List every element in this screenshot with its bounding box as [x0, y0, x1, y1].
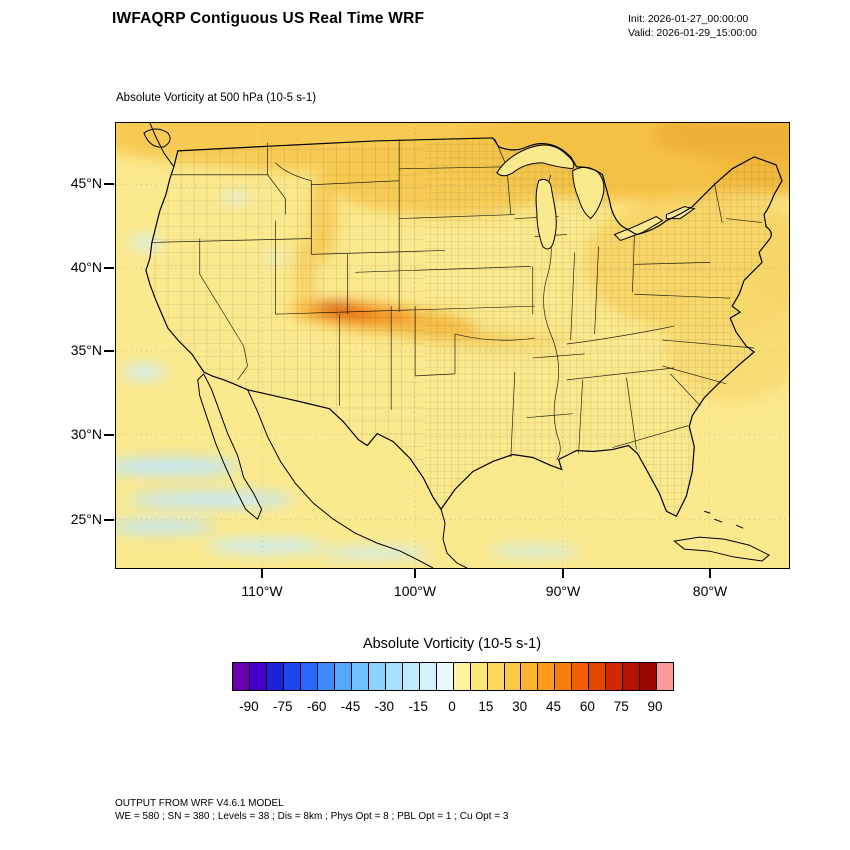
lon-tick-mark — [709, 569, 711, 578]
colorbar-tick: -45 — [340, 699, 361, 714]
valid-time-label: Valid: 2026-01-29_15:00:00 — [628, 27, 757, 39]
lat-tick-mark — [104, 519, 114, 521]
lat-tick-label: 40°N — [70, 259, 102, 275]
us-vorticity-map — [116, 123, 789, 568]
colorbar-cell — [453, 663, 471, 690]
lon-tick-label: 90°W — [545, 583, 581, 599]
colorbar-tick: -60 — [306, 699, 327, 714]
colorbar-cell — [368, 663, 386, 690]
colorbar-tick: 0 — [448, 699, 456, 714]
colorbar-tick: 15 — [478, 699, 494, 714]
lat-tick-mark — [104, 183, 114, 185]
neighbor-coastlines — [143, 123, 770, 568]
colorbar-cell — [300, 663, 318, 690]
lon-tick-mark — [414, 569, 416, 578]
colorbar-cell — [266, 663, 284, 690]
colorbar-tick: 90 — [647, 699, 663, 714]
lat-tick-label: 35°N — [70, 342, 102, 358]
field-subtitle: Absolute Vorticity at 500 hPa (10-5 s-1) — [116, 92, 317, 104]
colorbar-cell — [419, 663, 437, 690]
colorbar-tick: -75 — [273, 699, 293, 714]
colorbar-cell — [640, 663, 658, 690]
footer-line2: WE = 580 ; SN = 380 ; Levels = 38 ; Dis … — [115, 811, 509, 822]
lon-tick-label: 80°W — [692, 583, 728, 599]
lon-tick-label: 110°W — [241, 583, 283, 599]
colorbar-cell — [470, 663, 488, 690]
model-footer: OUTPUT FROM WRF V4.6.1 MODEL WE = 580 ; … — [115, 797, 508, 823]
colorbar-tick: -30 — [374, 699, 395, 714]
footer-line1: OUTPUT FROM WRF V4.6.1 MODEL — [115, 798, 284, 809]
colorbar-cell — [538, 663, 556, 690]
init-time-label: Init: 2026-01-27_00:00:00 — [628, 13, 749, 25]
colorbar-cell — [521, 663, 539, 690]
lon-tick-label: 100°W — [393, 583, 437, 599]
colorbar-tick: 75 — [613, 699, 629, 714]
colorbar-cell — [487, 663, 505, 690]
great-lakes — [496, 144, 696, 250]
colorbar-cell — [402, 663, 420, 690]
lat-tick-mark — [104, 434, 114, 436]
lat-tick-mark — [104, 267, 114, 269]
colorbar-cell — [334, 663, 352, 690]
lat-tick-label: 25°N — [70, 511, 102, 527]
colorbar-tick: 30 — [512, 699, 528, 714]
colorbar-cell — [233, 663, 250, 690]
run-info: Init: 2026-01-27_00:00:00 Valid: 2026-01… — [628, 12, 757, 40]
colorbar-cell — [283, 663, 301, 690]
colorbar-cell — [351, 663, 369, 690]
colorbar-cell — [504, 663, 522, 690]
colorbar — [232, 662, 674, 691]
national-outline — [145, 137, 783, 518]
lon-tick-mark — [261, 569, 263, 578]
colorbar-cell — [657, 663, 674, 690]
colorbar-cell — [555, 663, 573, 690]
colorbar-tick: -15 — [408, 699, 428, 714]
colorbar-tick: -90 — [239, 699, 259, 714]
colorbar-cell — [385, 663, 403, 690]
colorbar-cell — [572, 663, 590, 690]
colorbar-tick: 60 — [579, 699, 595, 714]
colorbar-tick: 45 — [546, 699, 562, 714]
map-frame — [115, 122, 790, 569]
colorbar-cell — [606, 663, 624, 690]
colorbar-cell — [317, 663, 335, 690]
colorbar-cell — [623, 663, 641, 690]
lat-tick-label: 30°N — [70, 426, 102, 442]
lat-tick-mark — [104, 350, 114, 352]
page-title: IWFAQRP Contiguous US Real Time WRF — [112, 10, 425, 27]
lon-tick-mark — [562, 569, 564, 578]
colorbar-title: Absolute Vorticity (10-5 s-1) — [362, 636, 542, 652]
colorbar-cell — [249, 663, 267, 690]
colorbar-cell — [589, 663, 607, 690]
colorbar-cell — [436, 663, 454, 690]
lat-tick-label: 45°N — [70, 175, 102, 191]
